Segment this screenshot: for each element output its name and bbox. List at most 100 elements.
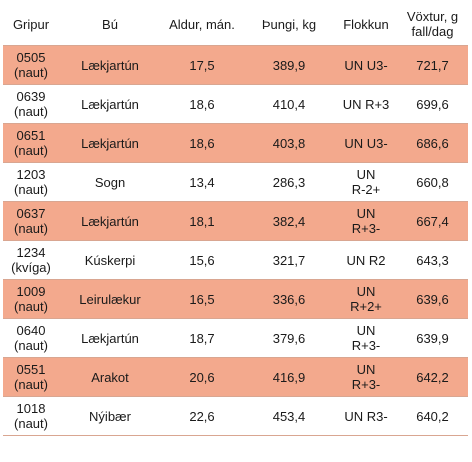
cell-flokkun-line: UN R3- xyxy=(344,408,388,424)
cell-bu: Nýibær xyxy=(59,396,161,436)
cell-gripur-line: (naut) xyxy=(14,65,48,80)
cell-bu: Lækjartún xyxy=(59,201,161,241)
cell-aldur: 18,7 xyxy=(161,318,243,358)
header-thungi: Þungi, kg xyxy=(261,16,317,32)
cell-flokkun-line: UN xyxy=(356,167,376,182)
cell-flokkun: UN R+3- xyxy=(335,357,397,397)
cell-gripur: 0639 (naut) xyxy=(3,84,59,124)
data-table-container: Gripur Bú Aldur, mán. Þungi, kg Flokkun … xyxy=(3,3,468,436)
cell-aldur: 20,6 xyxy=(161,357,243,397)
cell-flokkun-line: R+3- xyxy=(351,221,381,236)
cell-voxtur: 699,6 xyxy=(397,84,468,124)
cell-gripur-line: (kvíga) xyxy=(11,260,51,275)
table-row: 0639 (naut) Lækjartún 18,6 410,4 UN R+3 699,6 xyxy=(3,84,468,124)
cell-gripur-line: (naut) xyxy=(14,377,48,392)
cell-gripur-line: 0551 xyxy=(16,362,46,377)
cell-flokkun-line: R+3- xyxy=(351,338,381,353)
table-row: 0505 (naut) Lækjartún 17,5 389,9 UN U3- 721,7 xyxy=(3,45,468,85)
cell-gripur: 0651 (naut) xyxy=(3,123,59,163)
cell-voxtur: 642,2 xyxy=(397,357,468,397)
cell-bu: Arakot xyxy=(59,357,161,397)
header-bu: Bú xyxy=(102,16,118,32)
cell-gripur-line: 1009 xyxy=(16,284,46,299)
cell-gripur: 0637 (naut) xyxy=(3,201,59,241)
cell-aldur: 18,6 xyxy=(161,123,243,163)
cell-voxtur: 639,9 xyxy=(397,318,468,358)
cell-voxtur: 686,6 xyxy=(397,123,468,163)
cell-gripur: 1234 (kvíga) xyxy=(3,240,59,280)
cell-gripur-line: (naut) xyxy=(14,143,48,158)
table-row: 1009 (naut) Leirulækur 16,5 336,6 UN R+2+ 639,6 xyxy=(3,279,468,319)
cattle-growth-table: Gripur Bú Aldur, mán. Þungi, kg Flokkun … xyxy=(3,3,468,436)
cell-gripur: 0551 (naut) xyxy=(3,357,59,397)
header-aldur: Aldur, mán. xyxy=(169,16,235,32)
cell-bu: Lækjartún xyxy=(59,318,161,358)
cell-thungi: 389,9 xyxy=(243,45,335,85)
cell-bu: Lækjartún xyxy=(59,123,161,163)
cell-gripur-line: 1234 xyxy=(16,245,46,260)
cell-gripur-line: (naut) xyxy=(14,299,48,314)
cell-voxtur: 667,4 xyxy=(397,201,468,241)
cell-aldur: 18,1 xyxy=(161,201,243,241)
cell-flokkun-line: UN xyxy=(356,284,376,299)
cell-gripur-line: 0639 xyxy=(16,89,46,104)
table-row: 1234 (kvíga) Kúskerpi 15,6 321,7 UN R2 643,3 xyxy=(3,240,468,280)
cell-flokkun-line: R+3- xyxy=(351,377,381,392)
cell-aldur: 17,5 xyxy=(161,45,243,85)
cell-gripur-line: (naut) xyxy=(14,338,48,353)
cell-voxtur: 721,7 xyxy=(397,45,468,85)
cell-flokkun-line: UN U3- xyxy=(344,57,388,73)
table-row: 0551 (naut) Arakot 20,6 416,9 UN R+3- 642,2 xyxy=(3,357,468,397)
cell-gripur-line: 0640 xyxy=(16,323,46,338)
cell-thungi: 403,8 xyxy=(243,123,335,163)
cell-gripur: 0640 (naut) xyxy=(3,318,59,358)
cell-thungi: 453,4 xyxy=(243,396,335,436)
cell-voxtur: 639,6 xyxy=(397,279,468,319)
table-row: 0640 (naut) Lækjartún 18,7 379,6 UN R+3- 639,9 xyxy=(3,318,468,358)
cell-bu: Kúskerpi xyxy=(59,240,161,280)
cell-bu: Sogn xyxy=(59,162,161,202)
cell-aldur: 13,4 xyxy=(161,162,243,202)
header-flokkun: Flokkun xyxy=(343,16,389,32)
cell-flokkun: UN R+3- xyxy=(335,318,397,358)
header-gripur: Gripur xyxy=(12,16,50,32)
cell-bu: Lækjartún xyxy=(59,84,161,124)
table-row: 0637 (naut) Lækjartún 18,1 382,4 UN R+3- 667,4 xyxy=(3,201,468,241)
cell-flokkun: UN R3- xyxy=(335,396,397,436)
cell-bu: Lækjartún xyxy=(59,45,161,85)
cell-gripur-line: 0651 xyxy=(16,128,46,143)
cell-gripur: 1203 (naut) xyxy=(3,162,59,202)
cell-flokkun: UN R+2+ xyxy=(335,279,397,319)
cell-thungi: 321,7 xyxy=(243,240,335,280)
cell-gripur-line: 0505 xyxy=(16,50,46,65)
cell-thungi: 379,6 xyxy=(243,318,335,358)
cell-gripur-line: (naut) xyxy=(14,221,48,236)
cell-thungi: 410,4 xyxy=(243,84,335,124)
table-row: 0651 (naut) Lækjartún 18,6 403,8 UN U3- 686,6 xyxy=(3,123,468,163)
cell-gripur: 1018 (naut) xyxy=(3,396,59,436)
cell-gripur-line: 1203 xyxy=(16,167,46,182)
cell-gripur: 1009 (naut) xyxy=(3,279,59,319)
cell-flokkun-line: UN U3- xyxy=(344,135,388,151)
cell-flokkun-line: UN xyxy=(356,206,376,221)
header-row: Gripur Bú Aldur, mán. Þungi, kg Flokkun … xyxy=(3,3,468,46)
cell-gripur-line: 0637 xyxy=(16,206,46,221)
cell-bu: Leirulækur xyxy=(59,279,161,319)
cell-aldur: 22,6 xyxy=(161,396,243,436)
cell-flokkun: UN U3- xyxy=(335,123,397,163)
cell-gripur-line: 1018 xyxy=(16,401,46,416)
cell-gripur-line: (naut) xyxy=(14,104,48,119)
cell-flokkun: UN U3- xyxy=(335,45,397,85)
cell-gripur-line: (naut) xyxy=(14,416,48,431)
cell-flokkun-line: R-2+ xyxy=(351,182,381,197)
cell-flokkun-line: UN R2 xyxy=(346,252,386,268)
cell-gripur: 0505 (naut) xyxy=(3,45,59,85)
table-row: 1203 (naut) Sogn 13,4 286,3 UN R-2+ 660,8 xyxy=(3,162,468,202)
cell-flokkun: UN R+3 xyxy=(335,84,397,124)
cell-aldur: 18,6 xyxy=(161,84,243,124)
cell-aldur: 15,6 xyxy=(161,240,243,280)
table-body: 0505 (naut) Lækjartún 17,5 389,9 UN U3- 721,7 0… xyxy=(3,45,468,436)
cell-voxtur: 643,3 xyxy=(397,240,468,280)
cell-flokkun: UN R2 xyxy=(335,240,397,280)
cell-flokkun-line: UN xyxy=(356,362,376,377)
